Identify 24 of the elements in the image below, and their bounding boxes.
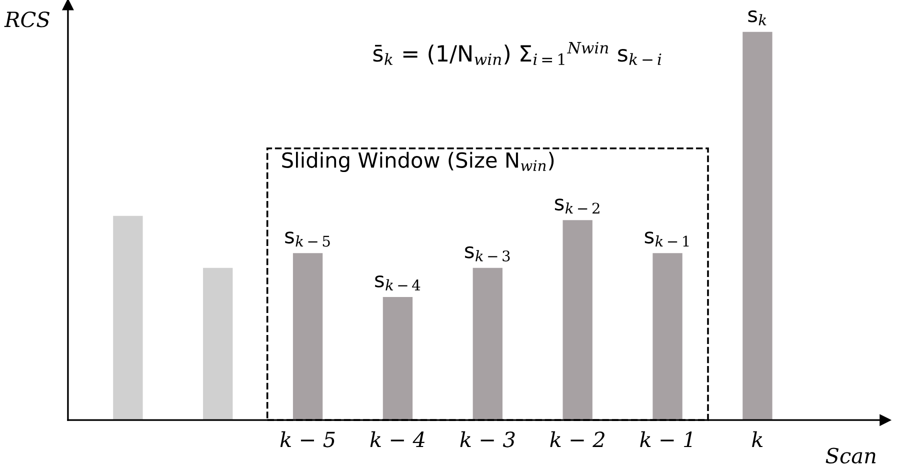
annotation: Sliding Window (Size N$_{win}$)	[282, 152, 554, 172]
annotation: s$_{k−3}$	[465, 246, 510, 262]
annotation: s$_{k}$	[748, 10, 766, 26]
x-tick-label: k − 4	[370, 431, 424, 448]
x-tick-label: k − 1	[640, 431, 692, 448]
text: s̄$_{k}$ = (1/N$_{win}$) Σ$_{i=1}$$^{Nwin}$ s$_{k−i}$	[373, 42, 662, 65]
bar	[472, 268, 502, 420]
bar	[113, 216, 143, 420]
bar	[562, 220, 592, 420]
bar	[292, 253, 323, 420]
x-tick-label: k − 3	[460, 431, 515, 448]
x-tick-label: k	[752, 431, 763, 448]
bar	[742, 32, 772, 420]
x-tick-label: k − 2	[550, 431, 604, 448]
annotation: s$_{k−5}$	[285, 232, 330, 247]
bar	[382, 297, 413, 420]
annotation: s$_{k−2}$	[554, 198, 600, 214]
x-tick-label: k − 5	[280, 431, 335, 448]
annotation: s$_{k−4}$	[375, 275, 420, 290]
y-axis-title: RCS	[4, 12, 50, 28]
bar	[652, 253, 682, 420]
annotation: s$_{k−1}$	[644, 232, 689, 247]
bar	[203, 268, 233, 420]
x-axis-title: Scan	[826, 448, 876, 464]
